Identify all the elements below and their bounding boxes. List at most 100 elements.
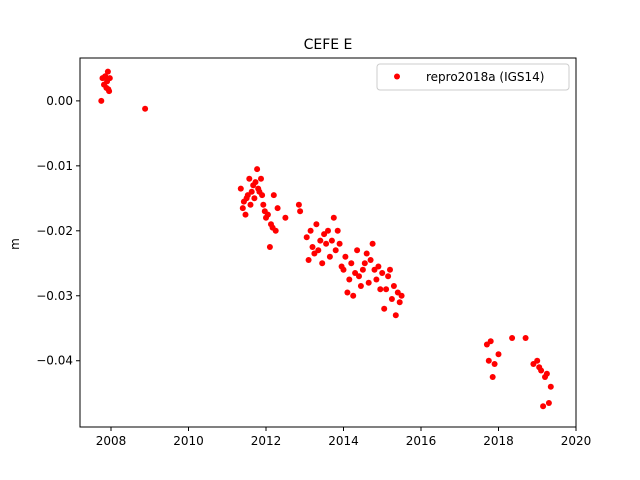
x-tick-label: 2010 [173,434,204,448]
legend-marker [394,73,400,80]
x-tick-label: 2012 [251,434,282,448]
data-point [266,244,273,250]
data-point [522,335,529,341]
data-point [547,383,554,390]
chart-title: CEFE E [304,37,353,53]
data-point [377,286,384,293]
data-point [357,283,364,289]
data-point [388,296,395,302]
data-point [282,214,289,221]
data-point [142,105,149,112]
data-point [487,338,494,345]
data-point [538,367,545,374]
data-point [344,289,351,296]
data-point [104,68,111,75]
data-point [375,263,382,270]
data-point [387,266,393,273]
data-point [258,175,264,182]
data-point [361,260,368,267]
x-tick-label: 2016 [406,434,437,448]
data-point [485,357,492,364]
data-point [328,237,335,244]
data-point [259,192,266,199]
data-point [365,279,372,286]
data-point [106,75,113,82]
data-point [543,370,550,377]
data-point [315,247,322,254]
y-tick-label: 0.00 [46,94,73,108]
data-point [363,250,370,257]
data-point [305,257,312,263]
y-axis-label: m [8,238,22,250]
legend-entry: repro2018a (IGS14) [426,70,544,84]
data-point [313,221,320,228]
data-point [489,374,496,380]
data-point [260,201,267,208]
data-point [248,188,255,195]
data-point [398,292,405,299]
data-point [340,266,347,273]
data-point [252,179,259,186]
data-point [534,357,541,364]
data-points [98,68,554,410]
x-tick-label: 2020 [561,434,592,448]
data-point [251,195,258,202]
data-point [342,253,349,260]
data-point [309,244,316,250]
data-point [509,335,516,341]
data-point [247,201,254,208]
plot-frame [79,57,577,428]
data-point [295,201,302,208]
data-point [348,260,355,267]
data-point [274,205,281,212]
data-point [332,247,339,254]
x-axis: 2008 2010 2012 2014 2016 2018 2020 [96,427,592,448]
data-point [491,361,498,367]
data-point [102,73,109,80]
data-point [540,403,547,410]
x-tick-label: 2014 [328,434,359,448]
y-tick-label: −0.03 [36,289,73,303]
data-point [373,276,380,283]
data-point [381,305,388,312]
data-point [383,286,390,293]
data-point [272,227,279,234]
data-point [246,175,253,182]
x-tick-label: 2018 [483,434,514,448]
legend-box [376,63,570,91]
data-point [330,214,337,221]
data-point [254,166,261,173]
data-point [307,227,314,234]
y-tick-label: −0.02 [36,224,73,238]
data-point [385,273,392,280]
y-tick-label: −0.04 [36,354,73,368]
data-point [239,205,246,212]
data-point [270,192,277,199]
data-point [356,273,362,280]
data-point [367,257,374,263]
data-point [264,211,271,218]
data-point [354,247,361,254]
data-point [334,227,341,234]
data-point [369,240,376,247]
y-axis: 0.00 −0.01 −0.02 −0.03 −0.04 [36,94,80,368]
y-tick-label: −0.01 [36,159,73,173]
data-point [379,270,386,276]
data-point [392,312,399,319]
data-point [325,227,331,234]
data-point [242,211,249,218]
legend: repro2018a (IGS14) [376,63,570,91]
data-point [106,88,113,95]
data-point [323,240,330,247]
data-point [350,292,357,299]
data-point [237,185,244,192]
data-point [495,351,502,358]
x-tick-label: 2008 [96,434,127,448]
data-point [303,234,310,241]
data-point [545,400,552,406]
data-point [297,208,304,215]
data-point [336,240,343,247]
data-point [346,276,353,283]
data-point [326,253,333,260]
